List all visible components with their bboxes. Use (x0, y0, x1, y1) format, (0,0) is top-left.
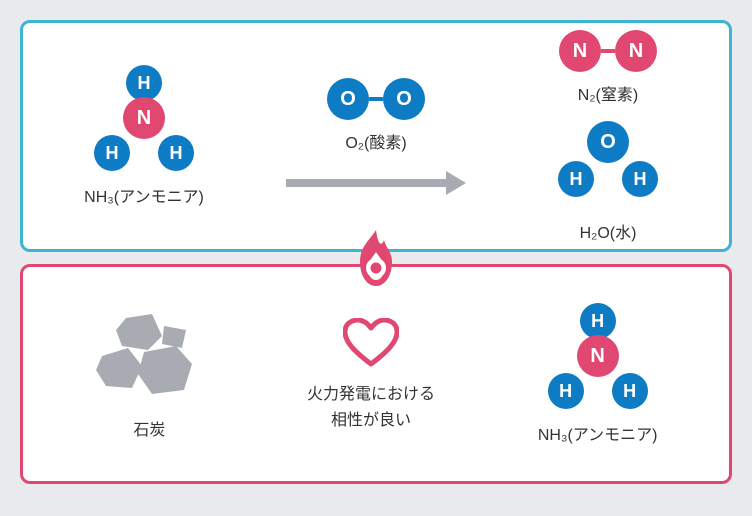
nh3-label: NH₃(アンモニア) (84, 183, 204, 207)
h2o-label: H₂O(水) (580, 219, 637, 243)
atom-h: H (612, 373, 648, 409)
products-column: N N N₂(窒素) O H H H₂O(水) (548, 29, 668, 243)
h2o-block: O H H H₂O(水) (548, 121, 668, 243)
nh3-bottom: H N H H NH₃(アンモニア) (538, 303, 658, 445)
n2-molecule: N N (558, 29, 658, 73)
atom-h: H (558, 161, 594, 197)
compatibility-panel: 石炭 火力発電における 相性が良い H N H H NH₃(アンモニア) (20, 264, 732, 484)
atom-h: H (622, 161, 658, 197)
atom-o: O (327, 78, 369, 120)
atom-h: H (158, 135, 194, 171)
coal-block: 石炭 (94, 308, 204, 440)
h2o-molecule: O H H (548, 121, 668, 211)
nh3-molecule: H N H H (84, 65, 204, 175)
flame-icon (350, 228, 402, 288)
atom-h: H (94, 135, 130, 171)
coal-icon (94, 308, 204, 408)
diagram-container: H N H H NH₃(アンモニア) O O O₂(酸素) (0, 0, 752, 516)
atom-h: H (126, 65, 162, 101)
n2-label: N₂(窒素) (578, 81, 638, 105)
nh3-bottom-label: NH₃(アンモニア) (538, 421, 658, 445)
n2-block: N N N₂(窒素) (558, 29, 658, 105)
heart-label-1: 火力発電における (307, 380, 435, 404)
heart-icon (343, 318, 399, 368)
heart-label-2: 相性が良い (331, 406, 411, 430)
top-row: H N H H NH₃(アンモニア) O O O₂(酸素) (23, 23, 729, 249)
bond (369, 97, 383, 101)
combustion-panel: H N H H NH₃(アンモニア) O O O₂(酸素) (20, 20, 732, 252)
atom-n: N (559, 30, 601, 72)
heart-block: 火力発電における 相性が良い (307, 318, 435, 430)
atom-n: N (615, 30, 657, 72)
bond (601, 49, 615, 53)
o2-label: O₂(酸素) (345, 129, 406, 153)
o2-molecule: O O (326, 77, 426, 121)
nh3-molecule: H N H H (538, 303, 658, 413)
atom-n: N (123, 97, 165, 139)
atom-o: O (587, 121, 629, 163)
atom-h: H (580, 303, 616, 339)
center-column: O O O₂(酸素) (286, 77, 466, 195)
coal-label: 石炭 (133, 416, 165, 440)
atom-h: H (548, 373, 584, 409)
bottom-row: 石炭 火力発電における 相性が良い H N H H NH₃(アンモニア) (23, 267, 729, 481)
atom-n: N (577, 335, 619, 377)
reaction-arrow-icon (286, 171, 466, 195)
atom-o: O (383, 78, 425, 120)
o2-block: O O O₂(酸素) (326, 77, 426, 153)
nh3-reactant: H N H H NH₃(アンモニア) (84, 65, 204, 207)
